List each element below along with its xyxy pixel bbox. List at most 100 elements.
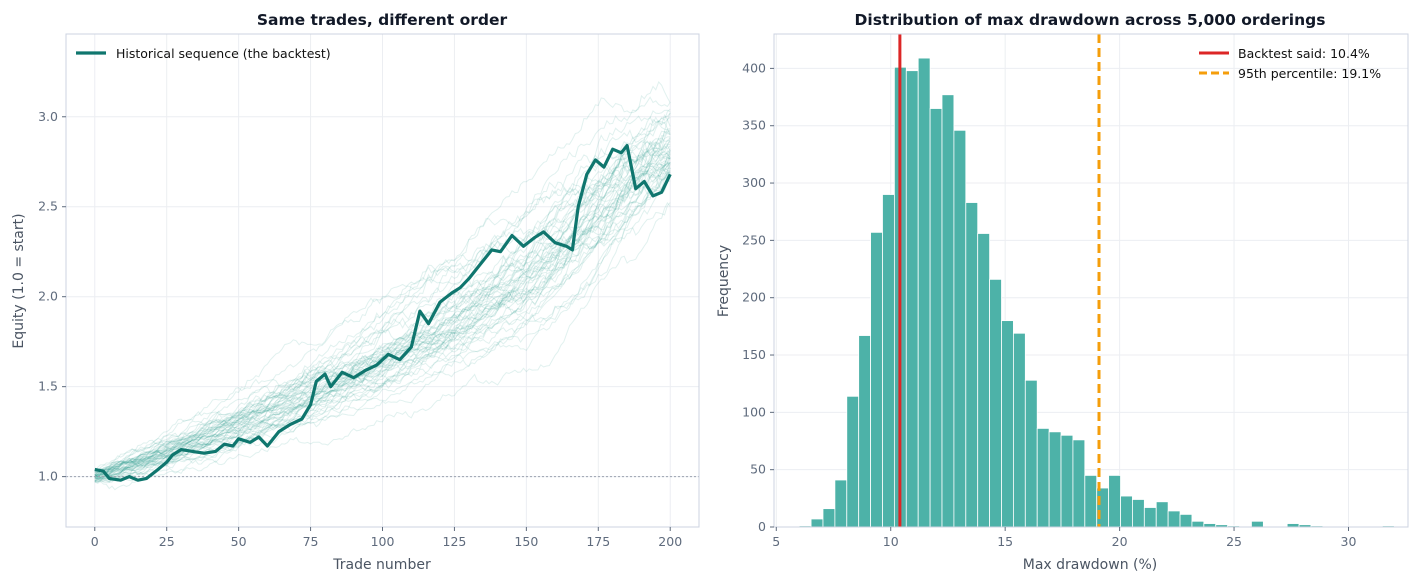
histogram-x-ticks: 5 10 15 20 25 30 [772, 527, 1356, 549]
drawdown-histogram: Distribution of max drawdown across 5,00… [716, 11, 1409, 573]
histogram-title: Distribution of max drawdown across 5,00… [855, 11, 1326, 29]
histogram-bar [846, 395, 860, 528]
histogram-bar [1048, 431, 1062, 528]
histogram-bar [929, 108, 943, 528]
simulated-path [94, 131, 671, 482]
equity-x-ticks: 0 25 50 75 100 125 150 175 200 [91, 527, 682, 549]
histogram-frame [773, 33, 1409, 528]
histogram-bar [917, 57, 931, 528]
legend-label-backtest: Backtest said: 10.4% [1238, 46, 1370, 61]
histogram-bar [1179, 513, 1193, 528]
histogram-bar [1096, 487, 1110, 528]
y-tick-label: 1.5 [38, 379, 58, 394]
histogram-bar [822, 508, 836, 528]
simulated-path [94, 167, 671, 473]
histogram-bar [1013, 332, 1026, 528]
y-tick-label: 300 [742, 175, 766, 190]
simulated-path [94, 109, 671, 477]
legend-label-historical: Historical sequence (the backtest) [116, 46, 331, 61]
histogram-bar [1108, 475, 1121, 528]
histogram-bar [1167, 510, 1181, 528]
histogram-bar [1143, 507, 1157, 528]
y-tick-label: 3.0 [38, 109, 58, 124]
x-tick-label: 20 [1112, 534, 1128, 549]
y-tick-label: 2.5 [38, 199, 58, 214]
simulated-path [94, 108, 671, 482]
simulated-path [94, 157, 671, 484]
x-tick-label: 5 [772, 534, 780, 549]
histogram-bar [977, 233, 991, 528]
histogram-bar [1001, 320, 1014, 528]
equity-y-axis-label: Equity (1.0 = start) [11, 213, 27, 348]
equity-chart: Same trades, different order 0 25 50 75 100 1… [11, 11, 700, 573]
simulated-path [94, 201, 671, 491]
simulated-path [94, 116, 671, 476]
x-tick-label: 75 [303, 534, 319, 549]
x-tick-label: 10 [883, 534, 899, 549]
simulated-path [94, 116, 671, 476]
histogram-bar [1060, 434, 1074, 528]
y-tick-label: 50 [750, 462, 766, 477]
histogram-bar [1286, 523, 1300, 528]
simulated-path [94, 137, 671, 478]
histogram-bar [882, 194, 895, 528]
simulated-path [94, 157, 671, 483]
histogram-bar [1132, 499, 1145, 528]
x-tick-label: 30 [1341, 534, 1357, 549]
histogram-bar [834, 479, 848, 528]
simulated-path [94, 137, 671, 476]
simulated-path [94, 164, 671, 482]
y-tick-label: 250 [742, 232, 766, 247]
histogram-bar [1120, 495, 1133, 528]
simulated-path [94, 141, 671, 481]
simulated-path [94, 150, 671, 483]
equity-y-ticks: 1.0 1.5 2.0 2.5 3.0 [38, 109, 66, 484]
histogram-bar [1203, 523, 1217, 528]
simulated-path [94, 96, 671, 477]
legend-label-95th: 95th percentile: 19.1% [1238, 66, 1381, 81]
histogram-bar [1191, 520, 1205, 528]
y-tick-label: 400 [742, 60, 766, 75]
y-tick-label: 350 [742, 118, 766, 133]
histogram-bar [1072, 439, 1086, 528]
simulated-path [94, 150, 671, 482]
x-tick-label: 0 [91, 534, 99, 549]
simulated-path [94, 202, 671, 472]
y-tick-label: 2.0 [38, 289, 58, 304]
histogram-bar [1036, 427, 1050, 528]
histogram-bar [1024, 379, 1038, 528]
simulated-path [94, 172, 671, 478]
histogram-x-axis-label: Max drawdown (%) [1023, 557, 1158, 573]
histogram-bar [1251, 520, 1264, 528]
simulated-path [94, 149, 671, 480]
x-tick-label: 50 [231, 534, 247, 549]
simulated-path [94, 112, 671, 478]
histogram-bar [1084, 475, 1098, 528]
simulated-path [94, 165, 671, 477]
equity-legend: Historical sequence (the backtest) [76, 46, 331, 61]
equity-x-axis-label: Trade number [332, 557, 431, 573]
x-tick-label: 25 [1226, 534, 1242, 549]
x-tick-label: 150 [514, 534, 538, 549]
x-tick-label: 175 [586, 534, 610, 549]
histogram-bar [870, 231, 883, 528]
x-tick-label: 25 [159, 534, 175, 549]
histogram-bar [858, 335, 871, 528]
y-tick-label: 100 [742, 404, 766, 419]
x-tick-label: 15 [997, 534, 1013, 549]
simulated-path [94, 128, 671, 477]
histogram-bar [905, 70, 919, 528]
y-tick-label: 150 [742, 347, 766, 362]
simulated-path [94, 163, 671, 483]
historical-sequence-line [94, 144, 672, 482]
histogram-bar [810, 518, 824, 528]
simulated-path [94, 129, 671, 476]
simulated-path [94, 139, 671, 483]
histogram-bar [965, 202, 979, 528]
histogram-y-axis-label: Frequency [716, 245, 732, 317]
y-tick-label: 1.0 [38, 469, 58, 484]
simulated-path [94, 122, 671, 479]
y-tick-label: 200 [742, 290, 766, 305]
x-tick-label: 200 [658, 534, 682, 549]
